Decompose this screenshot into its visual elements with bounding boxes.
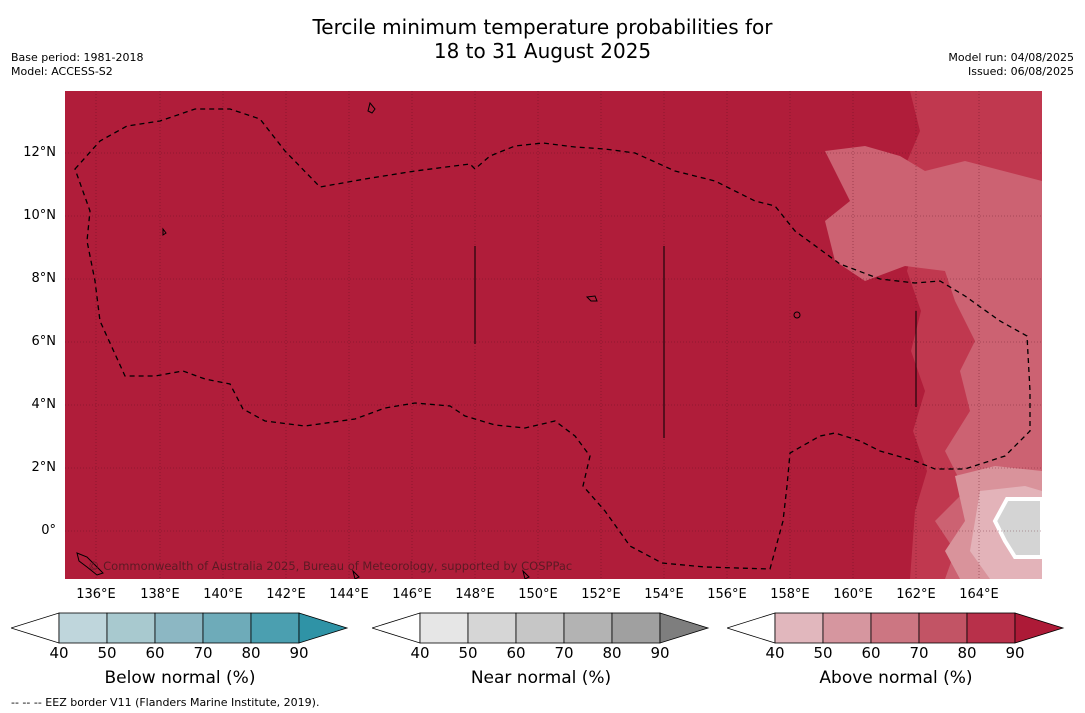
colorbar-below-tick-label: 80 — [241, 644, 261, 662]
colorbar-below-title: Below normal (%) — [104, 668, 256, 688]
colorbar-below — [11, 612, 349, 644]
lat-label-4n: 4°N — [31, 397, 57, 412]
lat-label-8n: 8°N — [31, 271, 57, 286]
lat-label-12n: 12°N — [23, 145, 56, 160]
lon-label-136e: 136°E — [76, 587, 116, 602]
lon-label-142e: 142°E — [266, 587, 306, 602]
colorbar-below-high-extend — [298, 612, 349, 644]
colorbar-near-tick-label: 40 — [410, 644, 430, 662]
colorbar-below-tick-label: 70 — [193, 644, 213, 662]
lon-label-152e: 152°E — [581, 587, 621, 602]
probability-map: © Commonwealth of Australia 2025, Bureau… — [65, 91, 1042, 579]
model-run-label: Model run: 04/08/2025 — [948, 51, 1074, 64]
colorbar-above-tick-label: 60 — [861, 644, 881, 662]
colorbar-above-high-extend — [1014, 612, 1065, 644]
colorbar-near-segment — [419, 612, 469, 644]
colorbar-above-tick-label: 90 — [1005, 644, 1025, 662]
colorbar-near-low-extend — [372, 612, 421, 644]
lat-label-2n: 2°N — [31, 460, 57, 475]
colorbar-below-tick-label: 90 — [289, 644, 309, 662]
lon-label-150e: 150°E — [518, 587, 558, 602]
meta-left: Base period: 1981-2018 Model: ACCESS-S2 — [11, 51, 143, 79]
colorbar-below-segment — [250, 612, 300, 644]
colorbar-above-segment — [774, 612, 824, 644]
colorbar-above-segment — [918, 612, 968, 644]
colorbar-near-segment — [563, 612, 613, 644]
colorbar-near-segment — [467, 612, 517, 644]
colorbar-near-tick-label: 60 — [506, 644, 526, 662]
title-line-2: 18 to 31 August 2025 — [433, 39, 652, 63]
colorbar-above-tick-label: 80 — [957, 644, 977, 662]
lon-label-140e: 140°E — [203, 587, 243, 602]
colorbar-above-tick-label: 40 — [765, 644, 785, 662]
colorbar-near-tick-label: 80 — [602, 644, 622, 662]
colorbar-above-segment — [870, 612, 920, 644]
lon-label-148e: 148°E — [455, 587, 495, 602]
lat-label-6n: 6°N — [31, 334, 57, 349]
colorbar-below-tick-label: 50 — [97, 644, 117, 662]
colorbar-above-segment — [966, 612, 1016, 644]
islands — [76, 101, 917, 579]
base-period-label: Base period: 1981-2018 — [11, 51, 144, 64]
colorbar-near-title: Near normal (%) — [470, 668, 612, 688]
lat-label-10n: 10°N — [23, 208, 56, 223]
colorbar-below-segment — [202, 612, 252, 644]
eez-footnote: -- -- -- EEZ border V11 (Flanders Marine… — [11, 696, 320, 709]
colorbar-below-tick-label: 60 — [145, 644, 165, 662]
lon-label-144e: 144°E — [329, 587, 369, 602]
colorbar-near-tick-label: 50 — [458, 644, 478, 662]
lon-label-160e: 160°E — [833, 587, 873, 602]
colorbar-below-low-extend — [11, 612, 60, 644]
colorbar-near-segment — [515, 612, 565, 644]
lon-label-146e: 146°E — [392, 587, 432, 602]
colorbar-near-tick-label: 70 — [554, 644, 574, 662]
colorbar-below-segment — [58, 612, 108, 644]
title-line-1: Tercile minimum temperature probabilitie… — [312, 15, 773, 39]
lon-label-138e: 138°E — [140, 587, 180, 602]
colorbar-below-segment — [154, 612, 204, 644]
colorbar-above-tick-label: 70 — [909, 644, 929, 662]
colorbar-above-low-extend — [727, 612, 776, 644]
colorbar-above-segment — [822, 612, 872, 644]
colorbar-below-tick-label: 40 — [49, 644, 69, 662]
near-normal-patch — [992, 497, 1042, 559]
colorbar-near-high-extend — [659, 612, 710, 644]
graticule — [65, 91, 1042, 579]
model-label: Model: ACCESS-S2 — [11, 65, 113, 78]
colorbar-above-tick-label: 50 — [813, 644, 833, 662]
colorbar-below-segment — [106, 612, 156, 644]
colorbar-above — [727, 612, 1065, 644]
lon-label-158e: 158°E — [770, 587, 810, 602]
chart-title: Tercile minimum temperature probabilitie… — [0, 15, 1085, 63]
lon-label-162e: 162°E — [896, 587, 936, 602]
lon-label-154e: 154°E — [644, 587, 684, 602]
meta-right: Model run: 04/08/2025 Issued: 06/08/2025 — [948, 51, 1074, 79]
eez-border — [74, 108, 1031, 570]
lon-label-164e: 164°E — [959, 587, 999, 602]
colorbar-near-tick-label: 90 — [650, 644, 670, 662]
lat-label-0: 0° — [41, 523, 56, 538]
colorbar-near — [372, 612, 710, 644]
lon-label-156e: 156°E — [707, 587, 747, 602]
colorbar-near-segment — [611, 612, 661, 644]
colorbar-above-title: Above normal (%) — [819, 668, 973, 688]
copyright-text: © Commonwealth of Australia 2025, Bureau… — [88, 559, 572, 573]
issued-label: Issued: 06/08/2025 — [967, 65, 1074, 78]
